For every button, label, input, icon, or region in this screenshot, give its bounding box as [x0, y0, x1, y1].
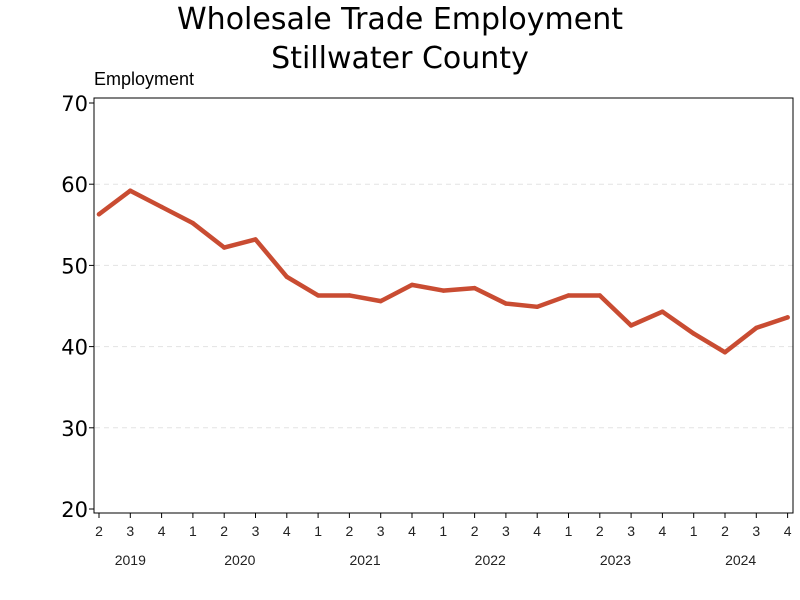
x-tick-label: 2	[471, 523, 479, 539]
data-point	[159, 204, 164, 210]
y-tick-label: 50	[61, 254, 88, 278]
y-tick-label: 20	[61, 498, 88, 522]
x-tick-label: 2	[346, 523, 354, 539]
data-point	[190, 220, 196, 226]
data-point	[691, 331, 696, 336]
data-point	[315, 293, 321, 298]
x-tick-label: 2	[95, 523, 103, 539]
x-year-label: 2022	[475, 552, 506, 568]
data-point	[472, 285, 477, 291]
x-year-label: 2019	[115, 552, 146, 568]
x-axis: 2 3 4 1 2 3 4 1 2 3 4 1 2 3 4 1 2 3 4 1 2 3 4 2019 2020 2021 2022 2…	[95, 513, 792, 568]
x-year-label: 2020	[224, 552, 255, 568]
x-tick-label: 1	[565, 523, 573, 539]
gridlines	[95, 183, 793, 429]
x-tick-label: 3	[126, 523, 134, 539]
data-point	[785, 315, 790, 320]
series-layer	[96, 188, 790, 355]
y-axis: 20 30 40 50 60 70	[61, 92, 94, 522]
data-point	[96, 212, 102, 217]
data-point	[347, 293, 352, 298]
data-point	[253, 237, 258, 242]
x-tick-label: 1	[314, 523, 322, 539]
x-year-label: 2024	[725, 552, 756, 568]
data-point	[566, 293, 571, 298]
x-tick-label: 1	[189, 523, 197, 539]
y-tick-label: 70	[61, 92, 88, 116]
plot-frame	[93, 97, 794, 514]
data-point	[222, 245, 227, 250]
x-tick-label: 4	[408, 523, 416, 539]
y-axis-label: Employment	[94, 69, 194, 89]
x-tick-label: 2	[721, 523, 729, 539]
x-tick-label: 3	[752, 523, 760, 539]
series-line	[96, 188, 790, 355]
x-tick-label: 4	[784, 523, 792, 539]
y-tick-label: 40	[61, 336, 88, 360]
x-tick-label: 1	[690, 523, 698, 539]
x-tick-label: 4	[659, 523, 667, 539]
data-point	[128, 188, 133, 193]
data-point	[535, 304, 540, 310]
x-tick-label: 4	[533, 523, 541, 539]
x-tick-label: 3	[627, 523, 635, 539]
data-point	[754, 325, 759, 331]
y-tick-label: 30	[61, 417, 88, 441]
x-tick-label: 2	[596, 523, 604, 539]
x-tick-label: 1	[439, 523, 447, 539]
x-tick-label: 3	[377, 523, 385, 539]
x-year-label: 2023	[600, 552, 631, 568]
data-point	[378, 298, 383, 304]
x-tick-label: 4	[283, 523, 291, 539]
x-tick-label: 3	[252, 523, 260, 539]
x-tick-label: 2	[220, 523, 228, 539]
data-point	[597, 293, 602, 298]
x-tick-label: 4	[158, 523, 166, 539]
chart-title-line-2: Stillwater County	[271, 41, 529, 76]
data-point	[284, 274, 289, 279]
x-tick-label: 3	[502, 523, 510, 539]
data-point	[660, 309, 665, 314]
chart-title-line-1: Wholesale Trade Employment	[177, 2, 623, 37]
data-point	[722, 350, 728, 355]
x-year-label: 2021	[349, 552, 380, 568]
data-point	[628, 323, 634, 328]
data-point	[409, 282, 415, 288]
data-point	[503, 301, 509, 306]
data-point	[441, 288, 446, 293]
y-tick-label: 60	[61, 173, 88, 197]
